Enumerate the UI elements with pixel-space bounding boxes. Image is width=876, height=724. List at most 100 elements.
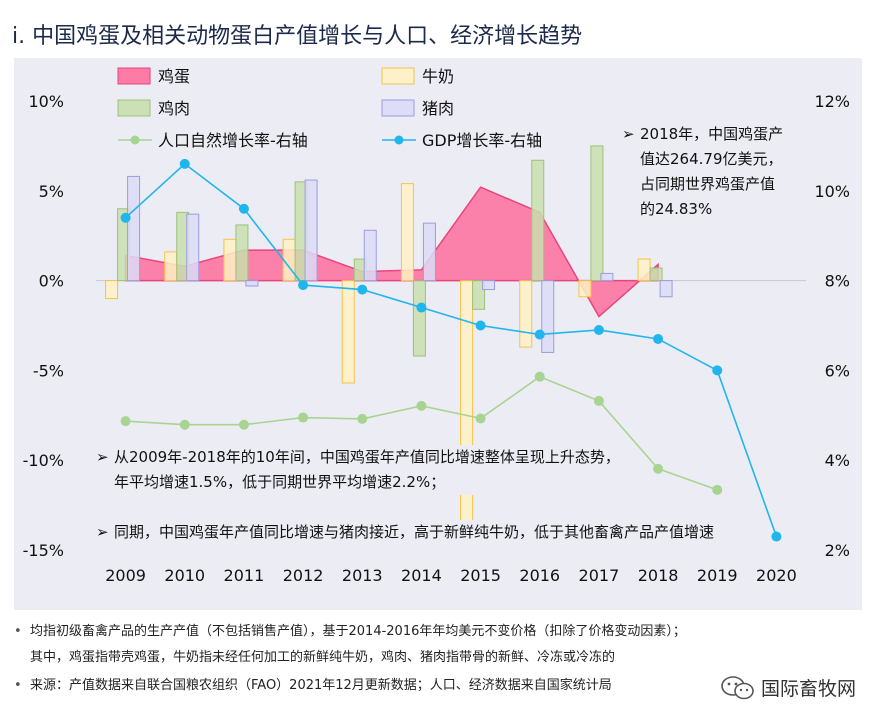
chart: 10% 5% 0% -5% -10% -15% 12% 10% 8% 6% 4% 2% 2009 2010…	[23, 67, 850, 585]
bar-milk	[223, 238, 237, 282]
x-tick-label: 2009	[105, 566, 146, 585]
legend-label-egg: 鸡蛋	[158, 67, 190, 86]
point-population	[712, 484, 723, 495]
footnote-text: 来源：产值数据来自联合国粮农组织（FAO）2021年12月更新数据；人口、经济数…	[30, 678, 612, 693]
legend-swatch-milk	[381, 67, 415, 85]
arrow-icon: ➢	[622, 125, 635, 143]
arrow-icon: ➢	[96, 448, 109, 466]
bar-pork	[541, 280, 555, 353]
point-population	[593, 395, 604, 406]
point-population	[653, 463, 664, 474]
legend-swatch-chicken	[117, 99, 151, 117]
x-tick-label: 2010	[164, 566, 205, 585]
right-tick-label: 10%	[814, 182, 850, 201]
left-tick-label: -10%	[23, 451, 64, 470]
footnote-text: 其中，鸡蛋指带壳鸡蛋，牛奶指未经任何加工的新鲜纯牛奶，鸡肉、猪肉指带骨的新鲜、冷…	[30, 650, 616, 665]
annotation-line: 同期，中国鸡蛋年产值同比增速与猪肉接近，高于新鲜纯牛奶，低于其他畜禽产品产值增速	[114, 523, 715, 541]
bar-milk	[164, 251, 178, 282]
legend-label-gdp: GDP增长率-右轴	[422, 131, 542, 150]
point-population	[357, 413, 368, 424]
point-gdp	[357, 284, 368, 295]
x-tick-label: 2015	[460, 566, 501, 585]
point-gdp	[771, 531, 782, 542]
point-gdp	[416, 302, 427, 313]
bullet: •	[14, 678, 22, 693]
point-population	[120, 416, 131, 427]
bar-pork	[482, 280, 496, 291]
legend-swatch-egg	[117, 67, 151, 85]
left-tick-label: 5%	[39, 182, 64, 201]
point-gdp	[298, 280, 309, 291]
footnote-text: 均指初级畜禽产品的生产产值（不包括销售产值），基于2014-2016年年均美元不…	[30, 624, 686, 639]
wechat-icon	[721, 675, 755, 700]
left-tick-label: -15%	[23, 541, 64, 560]
right-tick-label: 4%	[825, 451, 850, 470]
x-tick-label: 2016	[519, 566, 560, 585]
series-gdp-line	[125, 162, 778, 537]
bar-chicken	[235, 224, 249, 282]
bar-chicken	[590, 145, 604, 282]
point-gdp	[179, 158, 190, 169]
point-population	[238, 419, 249, 430]
bar-milk	[637, 258, 651, 282]
bar-pork	[363, 229, 377, 282]
bar-pork	[127, 175, 141, 282]
right-tick-label: 6%	[825, 361, 850, 380]
x-tick-label: 2011	[224, 566, 265, 585]
brand-name: 国际畜牧网	[760, 678, 856, 700]
x-tick-label: 2019	[697, 566, 738, 585]
x-tick-label: 2018	[638, 566, 679, 585]
left-tick-label: -5%	[33, 361, 64, 380]
bar-chicken	[531, 159, 545, 282]
bar-pork	[659, 280, 673, 298]
x-tick-label: 2014	[401, 566, 442, 585]
annotation-line: 占同期世界鸡蛋产值	[640, 175, 776, 193]
series-egg-area	[124, 186, 659, 318]
legend-label-chicken: 鸡肉	[158, 99, 190, 118]
annotation-line: 年平均增速1.5%，低于同期世界平均增速2.2%；	[114, 473, 446, 491]
annotation-line: 从2009年-2018年的10年间，中国鸡蛋年产值同比增速整体呈现上升态势，	[114, 448, 620, 466]
footnote: 其中，鸡蛋指带壳鸡蛋，牛奶指未经任何加工的新鲜纯牛奶，鸡肉、猪肉指带骨的新鲜、冷…	[14, 646, 615, 665]
bar-milk	[400, 183, 414, 282]
bar-pork	[600, 272, 614, 282]
point-population	[179, 419, 190, 430]
bar-chicken	[412, 280, 426, 357]
point-gdp	[120, 212, 131, 223]
bar-pork	[245, 280, 259, 287]
point-population	[416, 400, 427, 411]
point-population	[475, 413, 486, 424]
left-tick-label: 0%	[39, 272, 64, 291]
point-population	[534, 371, 545, 382]
bar-chicken	[649, 267, 663, 282]
footnote: • 均指初级畜禽产品的生产产值（不包括销售产值），基于2014-2016年年均美元…	[14, 620, 686, 639]
annotation-compare: ➢ 同期，中国鸡蛋年产值同比增速与猪肉接近，高于新鲜纯牛奶，低于其他畜禽产品产值增…	[96, 520, 715, 545]
legend-marker-population	[130, 135, 140, 145]
bar-pork	[304, 179, 318, 282]
bar-milk	[282, 238, 296, 282]
x-tick-label: 2013	[342, 566, 383, 585]
bar-milk	[519, 280, 533, 348]
arrow-icon: ➢	[96, 523, 109, 541]
x-tick-label: 2012	[283, 566, 324, 585]
annotation-line: 值达264.79亿美元，	[640, 150, 783, 168]
page-title: i. 中国鸡蛋及相关动物蛋白产值增长与人口、经济增长趋势	[12, 24, 583, 49]
legend-label-pork: 猪肉	[422, 99, 454, 118]
point-gdp	[653, 333, 664, 344]
annotation-line: 2018年，中国鸡蛋产	[640, 125, 784, 143]
right-tick-label: 12%	[814, 92, 850, 111]
point-gdp	[593, 324, 604, 335]
brand-watermark: 国际畜牧网	[720, 674, 856, 701]
bar-milk	[578, 280, 592, 298]
legend-marker-gdp	[394, 135, 404, 145]
annotation-2018: ➢ 2018年，中国鸡蛋产 值达264.79亿美元， 占同期世界鸡蛋产值 的24.…	[622, 122, 784, 222]
legend-label-milk: 牛奶	[422, 67, 454, 86]
bar-pork	[422, 222, 436, 282]
bar-milk	[105, 280, 119, 300]
x-tick-label: 2020	[756, 566, 797, 585]
bar-milk	[341, 280, 355, 384]
right-tick-label: 2%	[825, 541, 850, 560]
point-gdp	[712, 365, 723, 376]
left-tick-label: 10%	[28, 92, 64, 111]
point-gdp	[475, 320, 486, 331]
annotation-trend: ➢ 从2009年-2018年的10年间，中国鸡蛋年产值同比增速整体呈现上升态势， …	[96, 445, 620, 495]
